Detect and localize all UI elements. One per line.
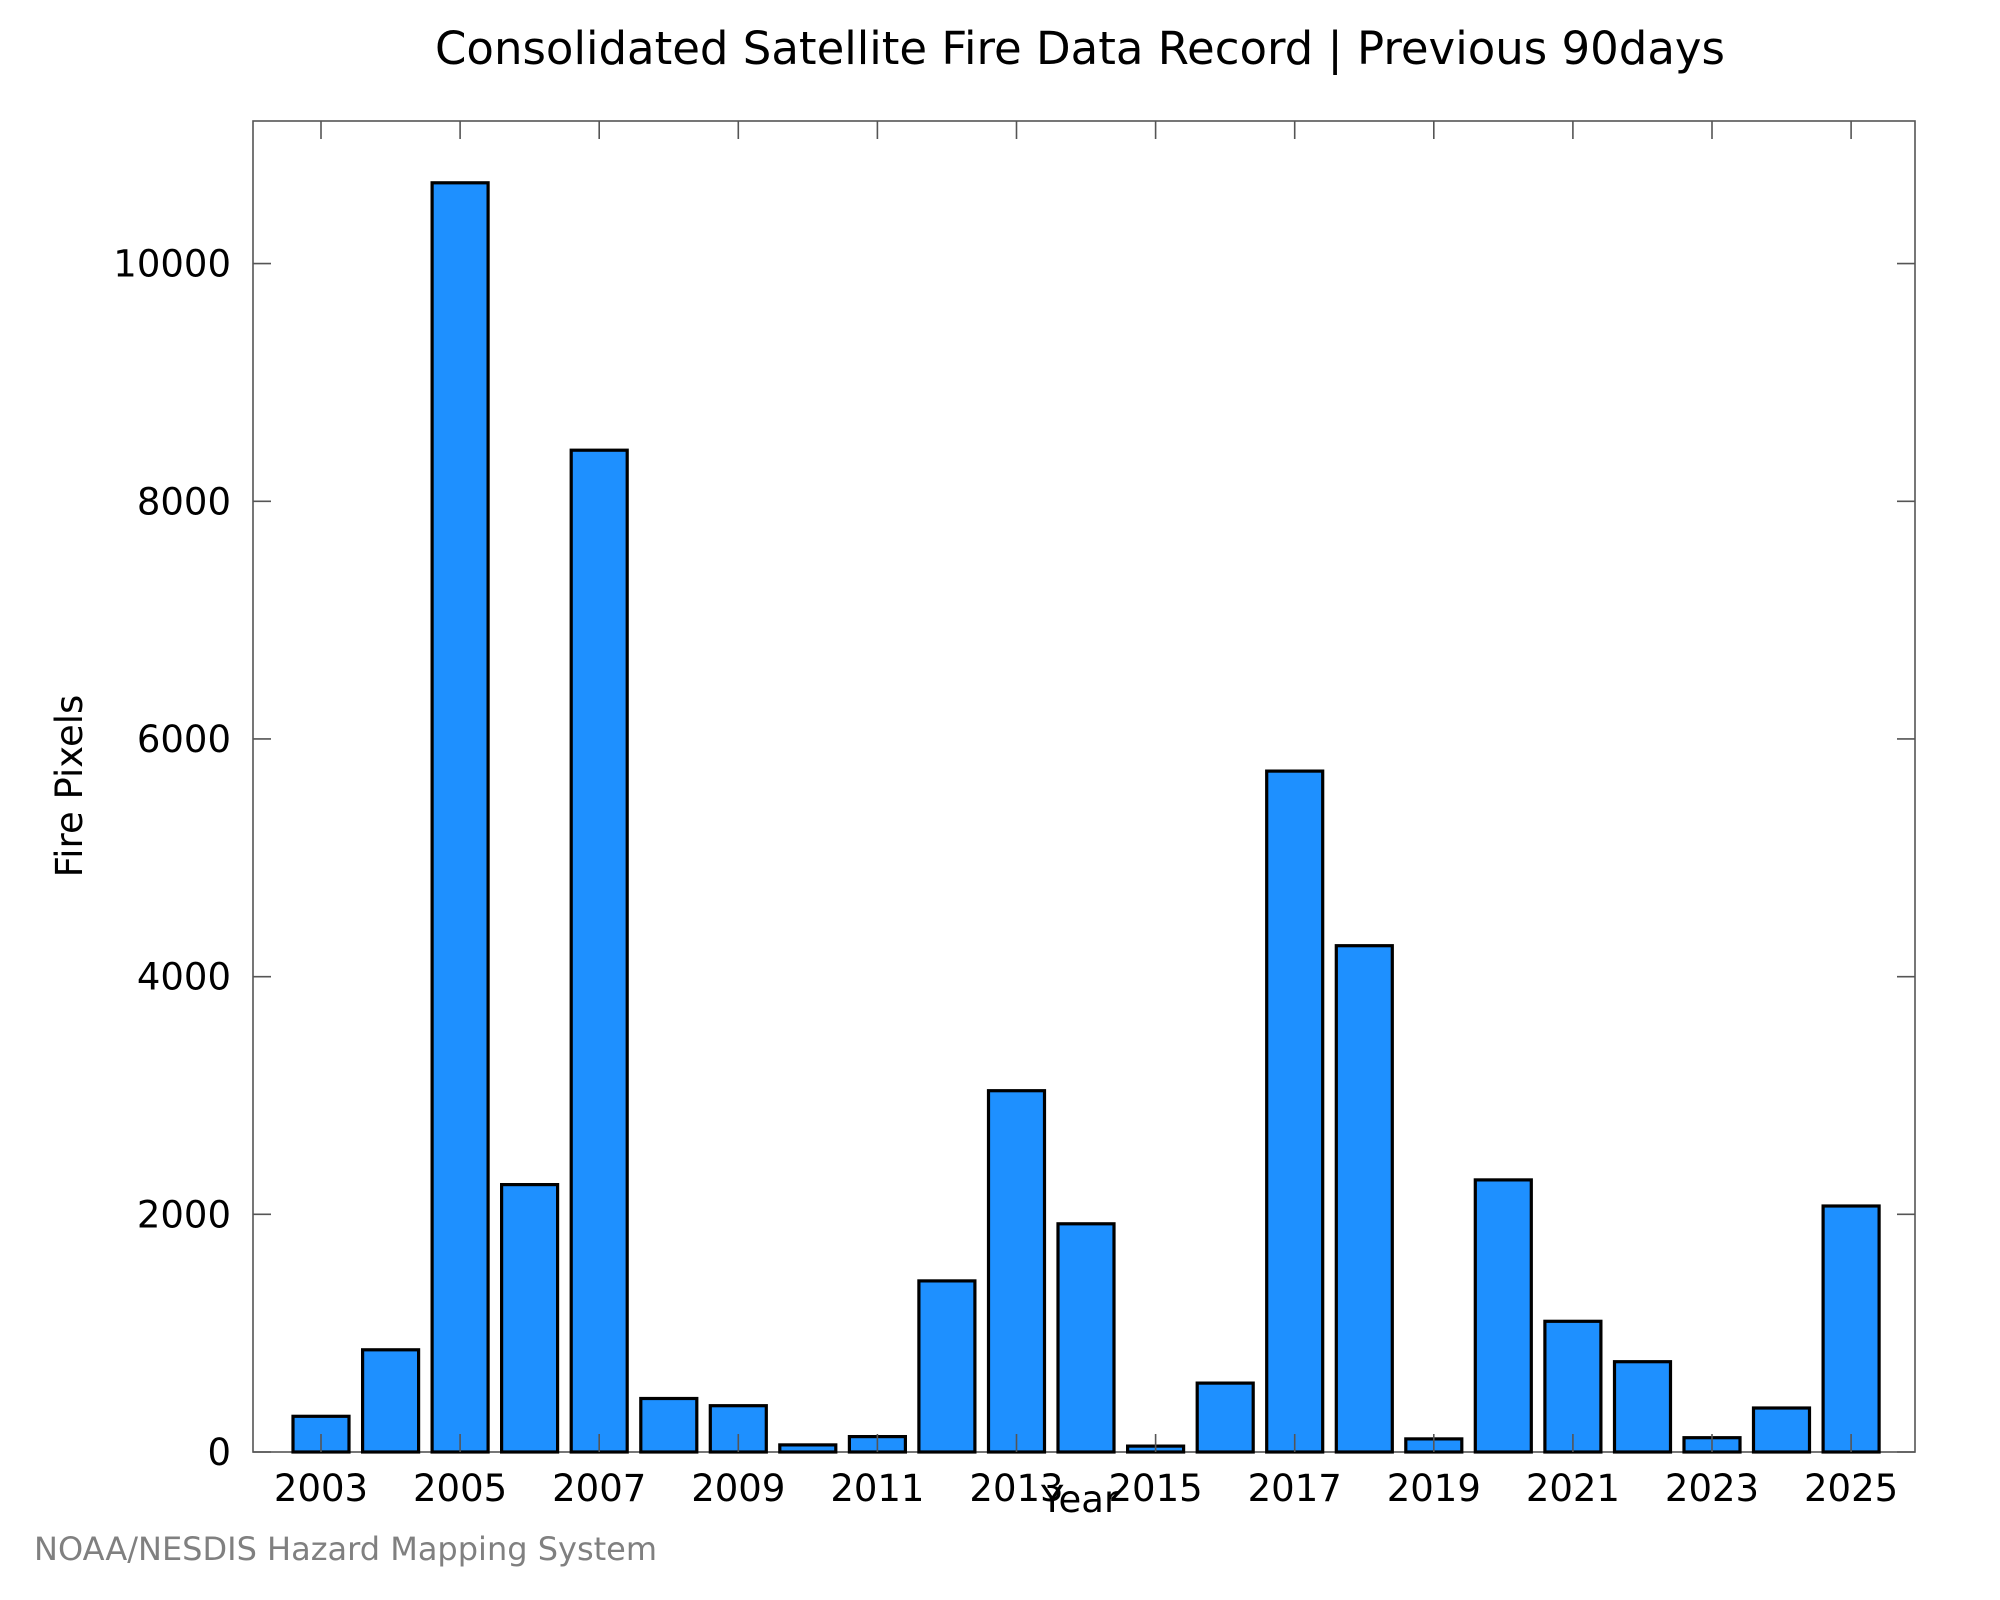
y-tick-label-8000: 8000 [137, 480, 231, 523]
bar-2020 [1473, 1178, 1533, 1454]
y-tick-label-4000: 4000 [137, 956, 231, 999]
y-axis-title: Fire Pixels [48, 695, 91, 878]
bar-2004 [361, 1348, 421, 1454]
bar-2006 [500, 1182, 560, 1454]
bar-2021 [1543, 1319, 1603, 1454]
y-tick-label-10000: 10000 [113, 243, 231, 286]
x-axis-ticks: 2003 2005 2007 2009 2011 2013 2015 2017 2019 2021… [274, 121, 1898, 1510]
x-tick-label-2023: 2023 [1665, 1467, 1759, 1510]
x-tick-label-2017: 2017 [1248, 1467, 1342, 1510]
bar-2005 [430, 181, 490, 1454]
y-tick-label-0: 0 [207, 1431, 231, 1474]
bar-2017 [1265, 769, 1325, 1454]
bar-2025 [1821, 1204, 1881, 1454]
x-tick-label-2011: 2011 [830, 1467, 924, 1510]
x-tick-label-2003: 2003 [274, 1467, 368, 1510]
bar-2018 [1334, 944, 1394, 1454]
y-tick-label-2000: 2000 [137, 1193, 231, 1236]
x-tick-label-2025: 2025 [1804, 1467, 1898, 1510]
bar-2010 [778, 1443, 838, 1454]
bar-2022 [1612, 1360, 1673, 1454]
bars-group [291, 181, 1881, 1454]
x-tick-label-2009: 2009 [691, 1467, 785, 1510]
bar-2007 [569, 448, 629, 1454]
x-tick-label-2021: 2021 [1526, 1467, 1620, 1510]
bar-2014 [1056, 1222, 1116, 1454]
x-tick-label-2019: 2019 [1387, 1467, 1481, 1510]
x-axis-title: Year [1040, 1478, 1120, 1521]
footer-credit: NOAA/NESDIS Hazard Mapping System [34, 1530, 657, 1568]
y-axis-ticks: 0 2000 4000 6000 8000 10000 [113, 243, 1915, 1474]
x-tick-label-2013: 2013 [969, 1467, 1063, 1510]
y-tick-label-6000: 6000 [137, 718, 231, 761]
bar-2008 [639, 1396, 699, 1454]
bar-2024 [1751, 1406, 1812, 1454]
chart-title: Consolidated Satellite Fire Data Record … [435, 22, 1725, 75]
bar-2012 [917, 1279, 977, 1454]
x-tick-label-2015: 2015 [1109, 1467, 1203, 1510]
bar-2013 [986, 1089, 1047, 1454]
x-tick-label-2005: 2005 [413, 1467, 507, 1510]
bar-2016 [1195, 1381, 1255, 1454]
x-tick-label-2007: 2007 [552, 1467, 646, 1510]
